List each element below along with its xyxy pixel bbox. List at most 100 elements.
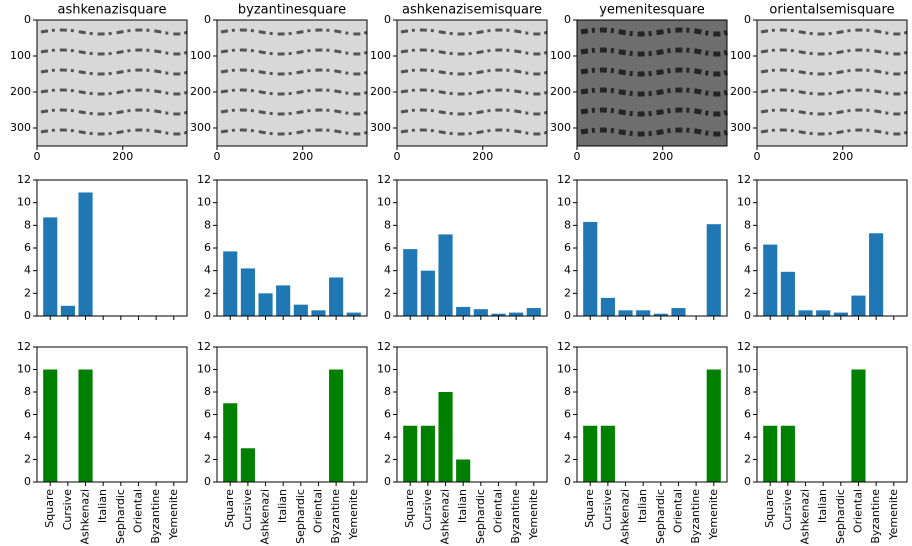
bar	[329, 370, 343, 483]
y-tick-label: 12	[557, 173, 571, 186]
x-tick-label: Byzantine	[149, 489, 162, 544]
y-tick-label: 300	[370, 121, 391, 134]
y-tick-label: 10	[557, 196, 571, 209]
bar	[474, 309, 488, 316]
x-tick-label: Sephardic	[114, 489, 127, 544]
y-tick-label: 300	[190, 121, 211, 134]
bar	[276, 285, 290, 316]
x-tick-label: Oriental	[671, 489, 684, 533]
y-tick-label: 0	[384, 309, 391, 322]
y-tick-label: 0	[564, 309, 571, 322]
y-tick-label: 100	[190, 49, 211, 62]
x-tick-label: 200	[112, 150, 133, 163]
bar	[223, 251, 237, 316]
y-tick-label: 12	[737, 340, 751, 353]
bar	[61, 306, 75, 316]
y-tick-label: 0	[744, 13, 751, 26]
y-tick-label: 300	[550, 121, 571, 134]
y-tick-label: 12	[377, 173, 391, 186]
bar	[618, 310, 632, 316]
y-tick-label: 8	[744, 218, 751, 231]
bar	[583, 426, 597, 482]
y-tick-label: 4	[564, 430, 571, 443]
y-tick-label: 12	[17, 340, 31, 353]
axes-frame	[577, 180, 727, 316]
x-tick-label: Byzantine	[689, 489, 702, 544]
x-tick-label: Cursive	[781, 489, 794, 530]
y-tick-label: 4	[564, 264, 571, 277]
y-tick-label: 0	[384, 475, 391, 488]
x-tick-label: 200	[472, 150, 493, 163]
x-tick-label: Byzantine	[869, 489, 882, 544]
x-tick-label: Yemenite	[707, 489, 720, 541]
x-tick-label: Yemenite	[347, 489, 360, 541]
y-tick-label: 2	[384, 286, 391, 299]
y-tick-label: 6	[384, 408, 391, 421]
x-tick-label: Square	[43, 489, 56, 528]
y-tick-label: 8	[564, 218, 571, 231]
manuscript-image	[757, 20, 907, 146]
x-tick-label: Square	[763, 489, 776, 528]
bar	[456, 460, 470, 483]
y-tick-label: 2	[24, 453, 31, 466]
y-tick-label: 4	[384, 264, 391, 277]
x-tick-label: Oriental	[311, 489, 324, 533]
y-tick-label: 100	[550, 49, 571, 62]
y-tick-label: 100	[730, 49, 751, 62]
y-tick-label: 200	[190, 85, 211, 98]
x-tick-label: Italian	[276, 489, 289, 523]
bar	[781, 426, 795, 482]
y-tick-label: 200	[550, 85, 571, 98]
y-tick-label: 10	[557, 363, 571, 376]
chart-title: byzantinesquare	[238, 3, 346, 18]
x-tick-label: 200	[292, 150, 313, 163]
bar	[798, 310, 812, 316]
y-tick-label: 10	[377, 363, 391, 376]
x-tick-label: 200	[652, 150, 673, 163]
y-tick-label: 10	[377, 196, 391, 209]
bar	[601, 426, 615, 482]
bar	[223, 403, 237, 482]
x-tick-label: Ashkenazi	[259, 489, 272, 545]
bar	[43, 217, 57, 316]
x-tick-label: Italian	[456, 489, 469, 523]
y-tick-label: 2	[384, 453, 391, 466]
y-tick-label: 12	[197, 340, 211, 353]
y-tick-label: 8	[384, 385, 391, 398]
y-tick-label: 0	[384, 13, 391, 26]
manuscript-image	[37, 20, 187, 146]
chart-title: yemenitesquare	[599, 3, 705, 18]
y-tick-label: 6	[204, 241, 211, 254]
y-tick-label: 200	[10, 85, 31, 98]
bar	[347, 313, 361, 316]
y-tick-label: 4	[204, 430, 211, 443]
y-tick-label: 6	[564, 408, 571, 421]
y-tick-label: 2	[744, 453, 751, 466]
y-tick-label: 8	[24, 218, 31, 231]
x-tick-label: 0	[34, 150, 41, 163]
y-tick-label: 200	[370, 85, 391, 98]
x-tick-label: Cursive	[421, 489, 434, 530]
y-tick-label: 0	[24, 13, 31, 26]
bar	[527, 308, 541, 316]
x-tick-label: 0	[214, 150, 221, 163]
y-tick-label: 10	[197, 196, 211, 209]
y-tick-label: 300	[10, 121, 31, 134]
y-tick-label: 10	[737, 196, 751, 209]
chart-title: ashkenazisemisquare	[402, 3, 542, 18]
bar	[851, 370, 865, 483]
y-tick-label: 2	[24, 286, 31, 299]
y-tick-label: 4	[24, 264, 31, 277]
chart-title: orientalsemisquare	[769, 3, 894, 18]
y-tick-label: 6	[24, 241, 31, 254]
y-tick-label: 4	[204, 264, 211, 277]
y-tick-label: 12	[557, 340, 571, 353]
x-tick-label: 0	[754, 150, 761, 163]
y-tick-label: 0	[744, 475, 751, 488]
axes-frame	[217, 180, 367, 316]
x-tick-label: 0	[394, 150, 401, 163]
x-tick-label: 200	[832, 150, 853, 163]
x-tick-label: Square	[223, 489, 236, 528]
x-tick-label: Italian	[96, 489, 109, 523]
x-tick-label: Sephardic	[294, 489, 307, 544]
